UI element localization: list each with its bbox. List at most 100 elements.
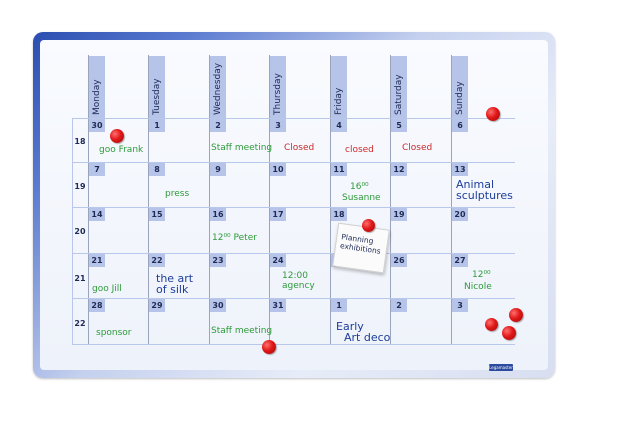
date-box: 8 [149, 163, 165, 176]
column-line [330, 55, 331, 344]
date-box: 14 [89, 208, 105, 221]
whiteboard-surface [40, 40, 548, 370]
date-box: 16 [210, 208, 226, 221]
day-label-thursday: Thursday [273, 73, 283, 115]
note-sculptures: sculptures [456, 189, 513, 202]
day-strip-tuesday [149, 56, 165, 118]
row-line [72, 207, 515, 208]
date-box: 31 [270, 299, 286, 312]
note-goo-frank: goo Frank [99, 145, 144, 155]
note-staff-meeting: Staff meeting [211, 143, 273, 153]
row-line-left [72, 118, 73, 344]
day-strip-monday [89, 56, 105, 118]
note-sponsor: sponsor [96, 328, 132, 338]
date-box: 28 [89, 299, 105, 312]
date-box: 11 [331, 163, 347, 176]
note-art-of-silk: the art [156, 272, 194, 285]
pinned-note-card[interactable]: Planning exhibitions [332, 222, 390, 274]
date-box: 17 [270, 208, 286, 221]
date-box: 5 [391, 119, 407, 132]
date-box: 7 [89, 163, 105, 176]
day-strip-friday [331, 56, 347, 118]
brand-logo: Legamaster [489, 364, 513, 371]
date-box: 27 [452, 254, 468, 267]
date-box: 2 [210, 119, 226, 132]
date-box: 13 [452, 163, 468, 176]
day-label-wednesday: Wednesday [213, 62, 223, 115]
note-susanne-time: 16⁰⁰ [350, 182, 369, 192]
date-box: 3 [452, 299, 468, 312]
date-box: 2 [391, 299, 407, 312]
date-box: 24 [270, 254, 286, 267]
note-goo-jill: goo Jill [92, 284, 122, 294]
row-line [72, 162, 515, 163]
date-box: 20 [452, 208, 468, 221]
date-box: 4 [331, 119, 347, 132]
date-box: 18 [331, 208, 347, 221]
day-label-saturday: Saturday [394, 74, 404, 115]
note-staff-meeting: Staff meeting [211, 326, 273, 336]
date-box: 22 [149, 254, 165, 267]
date-box: 1 [149, 119, 165, 132]
row-line [72, 253, 515, 254]
day-strip-sunday [452, 56, 468, 118]
date-box: 30 [210, 299, 226, 312]
card-text: Planning exhibitions [340, 232, 388, 256]
date-box: 3 [270, 119, 286, 132]
magnet[interactable] [509, 308, 523, 322]
day-strip-saturday [391, 56, 407, 118]
day-label-sunday: Sunday [455, 81, 465, 115]
note-press: press [165, 189, 190, 199]
date-box: 21 [89, 254, 105, 267]
note-agency: agency [282, 281, 315, 291]
note-agency-time: 12:00 [282, 271, 308, 281]
note-nicole-time: 12⁰⁰ [472, 270, 491, 280]
day-strip-wednesday [210, 56, 226, 118]
date-box: 6 [452, 119, 468, 132]
date-box: 29 [149, 299, 165, 312]
week-number: 21 [74, 274, 86, 283]
week-number: 18 [74, 137, 86, 146]
magnet[interactable] [485, 318, 498, 331]
column-line [390, 55, 391, 344]
day-strip-thursday [270, 56, 286, 118]
note-early-art-deco: Early [336, 320, 364, 333]
column-line [88, 55, 89, 344]
magnet[interactable] [110, 129, 124, 143]
date-box: 1 [331, 299, 347, 312]
note-closed: Closed [284, 143, 315, 153]
note-animal: Animal [456, 178, 495, 191]
week-number: 22 [74, 319, 86, 328]
date-box: 15 [149, 208, 165, 221]
date-box: 10 [270, 163, 286, 176]
note-nicole: Nicole [464, 282, 492, 292]
day-label-friday: Friday [334, 87, 344, 115]
magnet[interactable] [486, 107, 500, 121]
column-line [451, 55, 452, 344]
note-closed: closed [345, 145, 374, 155]
row-line [72, 344, 515, 345]
date-box: 19 [391, 208, 407, 221]
date-box: 30 [89, 119, 105, 132]
day-label-monday: Monday [92, 79, 102, 115]
column-line [209, 55, 210, 344]
row-line [72, 118, 515, 119]
note-closed: Closed [402, 143, 433, 153]
column-line [269, 55, 270, 344]
magnet[interactable] [262, 340, 276, 354]
date-box: 12 [391, 163, 407, 176]
note-art-of-silk: of silk [156, 283, 189, 296]
magnet[interactable] [362, 219, 375, 232]
row-line [72, 298, 515, 299]
column-line [148, 55, 149, 344]
date-box: 23 [210, 254, 226, 267]
note-early-art-deco: Art deco [344, 331, 391, 344]
note-peter: 12⁰⁰ Peter [212, 233, 257, 243]
day-label-tuesday: Tuesday [152, 78, 162, 115]
week-number: 19 [74, 182, 86, 191]
date-box: 26 [391, 254, 407, 267]
magnet[interactable] [502, 326, 516, 340]
note-susanne: Susanne [342, 193, 381, 203]
week-number: 20 [74, 227, 86, 236]
date-box: 9 [210, 163, 226, 176]
